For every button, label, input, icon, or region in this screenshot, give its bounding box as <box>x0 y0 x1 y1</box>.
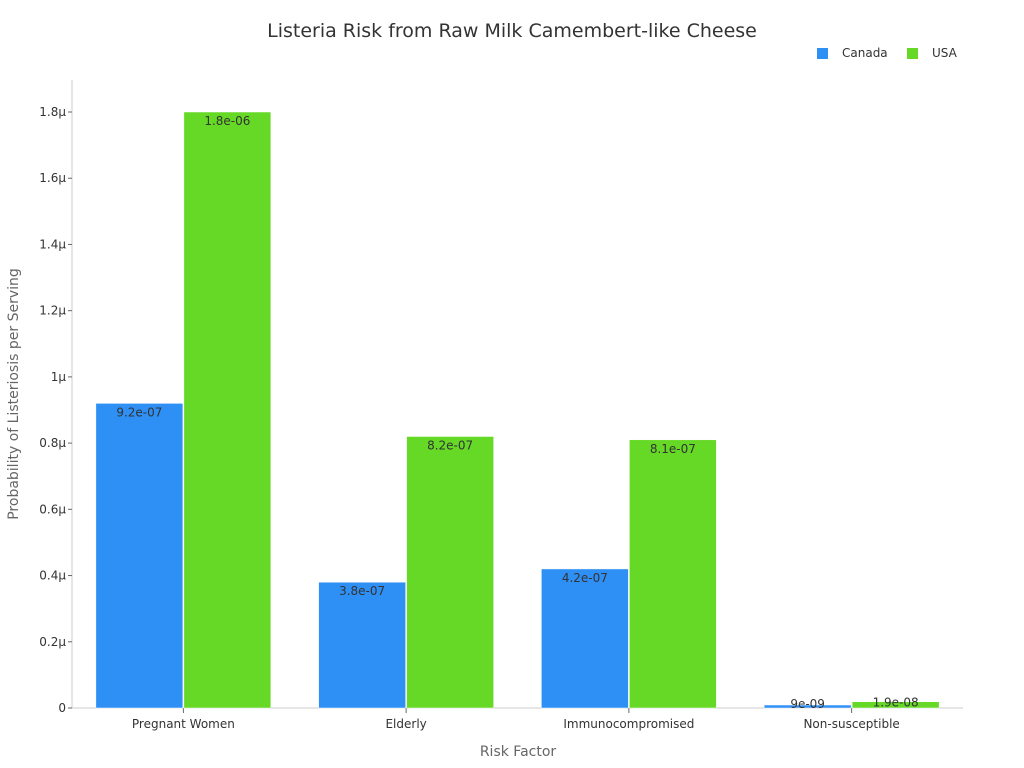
bar-usa <box>629 439 717 709</box>
x-tick-label: Pregnant Women <box>132 717 235 731</box>
bar-usa <box>183 111 272 709</box>
legend-swatch-usa <box>907 47 918 59</box>
data-label: 1.8e-06 <box>204 114 250 128</box>
x-tick-label: Elderly <box>385 717 426 731</box>
y-tick-label: 1.2µ <box>39 304 66 318</box>
legend-item-canada[interactable]: Canada <box>817 46 888 60</box>
data-label: 8.1e-07 <box>650 442 696 456</box>
y-tick-label: 0.8µ <box>39 436 66 450</box>
x-tick-label: Non-susceptible <box>803 717 899 731</box>
y-tick-label: 0 <box>58 701 66 715</box>
y-axis-label: Probability of Listeriosis per Serving <box>6 268 22 520</box>
bar-canada <box>95 403 184 709</box>
data-label: 9e-09 <box>790 697 825 711</box>
y-tick-label: 0.6µ <box>39 502 66 516</box>
legend-label-canada: Canada <box>842 46 888 60</box>
x-tick-label: Immunocompromised <box>563 717 694 731</box>
bar-usa <box>406 436 494 709</box>
y-tick-label: 1.6µ <box>39 171 66 185</box>
chart-title: Listeria Risk from Raw Milk Camembert-li… <box>267 20 757 42</box>
legend-swatch-canada <box>817 47 828 59</box>
bar-usa <box>851 701 940 709</box>
legend-label-usa: USA <box>932 46 957 60</box>
data-label: 1.9e-08 <box>873 695 919 709</box>
x-axis-label: Risk Factor <box>480 744 557 760</box>
bar-canada <box>541 568 629 709</box>
data-label: 9.2e-07 <box>116 405 162 419</box>
y-tick-label: 0.2µ <box>39 635 66 649</box>
legend-item-usa[interactable]: USA <box>907 46 957 60</box>
y-tick-label: 0.4µ <box>39 569 66 583</box>
y-tick-label: 1µ <box>51 370 67 384</box>
data-label: 8.2e-07 <box>427 438 473 452</box>
bar-canada <box>763 704 852 709</box>
data-label: 3.8e-07 <box>339 584 385 598</box>
data-label: 4.2e-07 <box>562 571 608 585</box>
y-tick-label: 1.8µ <box>39 105 66 119</box>
bar-canada <box>318 581 406 709</box>
y-tick-label: 1.4µ <box>39 237 66 251</box>
